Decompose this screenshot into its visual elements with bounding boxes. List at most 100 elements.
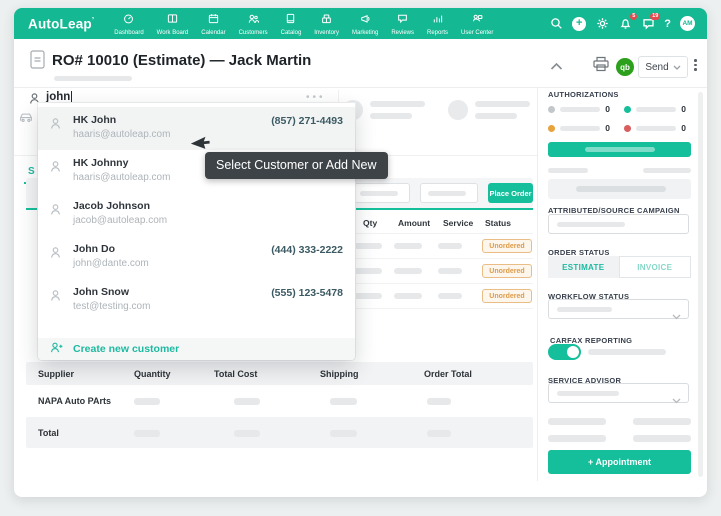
placeholder-bar <box>636 106 677 112</box>
notifications-bell-icon[interactable]: 5 <box>618 12 638 31</box>
place-order-button[interactable]: Place Order <box>488 183 533 203</box>
nav-item-reviews[interactable]: Reviews <box>391 11 414 36</box>
document-icon <box>30 50 45 74</box>
person-icon <box>49 117 62 135</box>
app-window: AutoLeap’ Dashboard Work Board Calendar … <box>14 8 707 497</box>
services-tab[interactable]: S <box>28 166 35 177</box>
placeholder-bar <box>354 243 382 249</box>
placeholder-bar <box>330 430 357 437</box>
search-icon[interactable] <box>549 17 563 31</box>
customer-search-input[interactable]: john <box>46 91 73 103</box>
invoice-segment[interactable]: INVOICE <box>618 256 691 278</box>
column-header-amount: Amount <box>398 218 431 228</box>
estimate-segment[interactable]: ESTIMATE <box>548 256 619 278</box>
green-dot-icon <box>624 105 631 113</box>
customer-option[interactable]: John Snow test@testing.com (555) 123-547… <box>38 279 355 322</box>
nav-item-calendar[interactable]: Calendar <box>201 11 226 36</box>
placeholder-bar <box>428 191 466 196</box>
placeholder-bar <box>560 106 601 112</box>
auth-stat: 0 <box>624 104 686 114</box>
toolbar-input[interactable] <box>352 183 410 203</box>
chevron-down-icon <box>672 391 681 409</box>
placeholder-bar <box>588 349 666 355</box>
order-status-title: ORDER STATUS <box>548 248 610 257</box>
service-advisor-title: SERVICE ADVISOR <box>548 376 622 385</box>
customer-name: John Snow <box>73 286 129 298</box>
sidebar-scrollbar[interactable] <box>698 92 703 477</box>
work-board-icon <box>167 11 178 29</box>
campaign-title: ATTRIBUTED/SOURCE CAMPAIGN <box>548 206 680 215</box>
order-status-toggle: ESTIMATE INVOICE <box>548 256 691 278</box>
status-badge: Unordered <box>482 289 532 303</box>
placeholder-bar <box>234 398 260 405</box>
send-button[interactable]: Send <box>638 56 688 78</box>
auth-stat: 0 <box>548 104 610 114</box>
workflow-status-select[interactable] <box>548 299 689 320</box>
nav-label: Catalog <box>280 30 302 36</box>
help-icon[interactable]: ? <box>664 17 671 30</box>
appointment-button[interactable]: + Appointment <box>548 450 691 474</box>
placeholder-bar <box>54 76 132 81</box>
nav-item-dashboard[interactable]: Dashboard <box>114 11 144 36</box>
user-avatar[interactable]: AM <box>680 16 695 31</box>
row-options-icon[interactable]: ••• <box>306 92 326 103</box>
placeholder-bar <box>427 398 451 405</box>
reports-icon <box>432 11 443 29</box>
campaign-input[interactable] <box>548 214 689 234</box>
collapse-chevron-up-icon[interactable] <box>550 58 563 76</box>
chevron-down-icon <box>673 65 681 70</box>
customer-option[interactable]: John Do john@dante.com (444) 333-2222 <box>38 236 355 279</box>
placeholder-bar <box>548 418 606 425</box>
user-center-icon <box>472 11 483 29</box>
service-advisor-select[interactable] <box>548 383 689 404</box>
nav-item-inventory[interactable]: Inventory <box>314 11 339 36</box>
po-row-total: Total <box>38 428 59 438</box>
nav-item-marketing[interactable]: Marketing <box>352 11 378 36</box>
autoleap-logo[interactable]: AutoLeap’ <box>28 15 95 32</box>
nav-label: Work Board <box>156 30 189 36</box>
placeholder-bar <box>370 113 412 119</box>
search-value: john <box>46 91 71 103</box>
create-new-customer-button[interactable]: Create new customer <box>38 338 355 360</box>
authorization-progress-button[interactable] <box>548 142 691 157</box>
nav-actions: + 5 19 ? AM <box>549 12 695 31</box>
print-icon[interactable] <box>592 56 610 77</box>
quickbooks-icon[interactable]: qb <box>616 58 634 76</box>
customer-name: HK John <box>73 114 117 126</box>
person-icon <box>49 203 62 221</box>
placeholder-bar <box>548 168 588 173</box>
placeholder-bar <box>394 243 422 249</box>
nav-label: Inventory <box>314 30 339 36</box>
settings-gear-icon[interactable] <box>595 17 609 31</box>
nav-items: Dashboard Work Board Calendar Customers … <box>114 11 493 36</box>
carfax-toggle[interactable] <box>548 344 581 360</box>
divider <box>352 308 533 309</box>
add-icon[interactable]: + <box>572 16 587 31</box>
catalog-icon <box>285 11 296 29</box>
nav-label: Customers <box>238 30 268 36</box>
text-caret <box>71 91 73 102</box>
nav-item-customers[interactable]: Customers <box>239 11 268 36</box>
placeholder-bar <box>360 191 398 196</box>
customer-option[interactable]: Jacob Johnson jacob@autoleap.com <box>38 193 355 236</box>
nav-item-reports[interactable]: Reports <box>427 11 448 36</box>
placeholder-bar <box>633 418 691 425</box>
customer-name: John Do <box>73 243 115 255</box>
toolbar-input[interactable] <box>420 183 478 203</box>
placeholder-bar <box>475 101 530 107</box>
nav-item-user-center[interactable]: User Center <box>461 11 493 36</box>
messages-chat-icon[interactable]: 19 <box>641 12 661 31</box>
placeholder-bar <box>354 293 382 299</box>
customer-name: Jacob Johnson <box>73 200 151 212</box>
nav-item-work-board[interactable]: Work Board <box>156 11 189 36</box>
orange-dot-icon <box>548 124 555 132</box>
column-header-status: Status <box>485 218 511 228</box>
calendar-icon <box>208 11 219 29</box>
po-col-supplier: Supplier <box>38 369 75 379</box>
customer-name: HK Johnny <box>73 157 129 169</box>
divider <box>352 283 533 284</box>
status-badge: Unordered <box>482 239 532 253</box>
more-options-icon[interactable] <box>694 59 697 71</box>
dashboard-icon <box>123 11 134 29</box>
nav-item-catalog[interactable]: Catalog <box>280 11 302 36</box>
